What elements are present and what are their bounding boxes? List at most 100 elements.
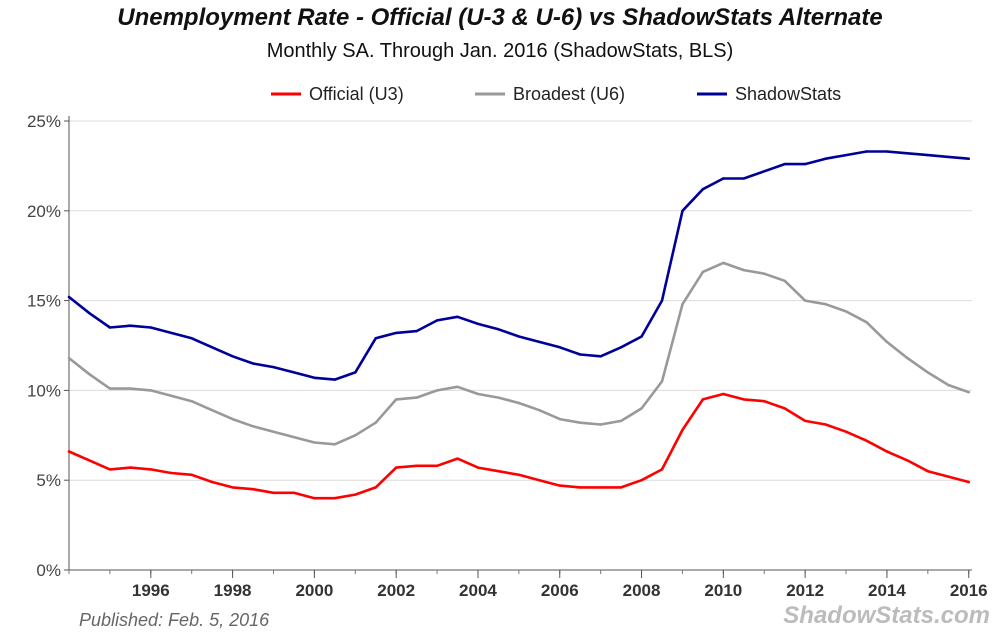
y-tick-label: 5% [36,471,61,490]
data-point [558,417,561,421]
data-point [619,486,623,489]
data-point [456,315,459,318]
series-lines [67,150,970,500]
data-point [701,398,705,401]
data-point [579,421,582,424]
data-point [108,468,112,471]
data-point [210,480,214,484]
data-point [456,385,459,388]
x-tick-label: 2010 [704,581,742,600]
data-point [456,457,459,460]
data-point [865,321,868,324]
data-point [763,400,766,403]
data-point [88,373,91,376]
data-point [67,295,71,299]
x-tick-label: 2006 [541,581,579,600]
data-point [210,346,214,349]
data-point [681,428,684,432]
data-point [803,299,807,302]
x-tick-label: 1996 [132,581,170,600]
data-point [640,479,643,482]
data-point [906,152,909,155]
data-point [395,398,398,401]
data-point [292,491,296,494]
data-point [844,310,848,313]
x-tick-label: 2016 [950,581,988,600]
x-tick-label: 2002 [377,581,415,600]
data-point [251,362,255,365]
published-date: Published: Feb. 5, 2016 [79,610,270,630]
data-point [599,355,602,358]
data-point [722,261,725,265]
data-point [231,417,234,421]
data-point [67,356,71,360]
data-point [313,441,316,444]
data-point [538,409,541,412]
y-tick-label: 25% [27,112,61,131]
data-point [497,396,500,399]
data-point [701,188,705,191]
data-point [251,488,255,491]
legend-label: Official (U3) [309,84,404,104]
data-point [129,466,132,469]
data-point [660,299,664,302]
data-point [579,353,582,356]
data-point [742,268,745,272]
data-point [824,423,827,426]
data-point [251,425,255,428]
data-point [395,331,398,335]
data-point [88,312,91,315]
data-point [190,337,193,340]
data-point [517,401,521,405]
series-line-shadowstats [67,150,970,381]
data-point [660,468,664,471]
data-point [497,328,500,331]
data-point [619,419,623,423]
data-point [926,153,929,157]
data-point [558,346,561,349]
data-point [803,419,807,423]
data-point [722,177,725,180]
data-point [947,155,950,159]
chart-subtitle: Monthly SA. Through Jan. 2016 (ShadowSta… [266,40,734,62]
data-point [599,486,602,489]
data-point [967,391,970,394]
data-point [190,400,193,403]
grid-lines [69,120,972,481]
data-point [742,177,745,180]
data-point [517,473,521,476]
data-point [333,497,336,500]
x-tick-label: 2004 [459,581,497,600]
series-line-broadest-u6 [67,261,970,446]
data-point [640,335,643,338]
data-point [231,355,234,358]
data-point [844,430,848,433]
x-tick-label: 2012 [786,581,824,600]
data-point [763,170,766,173]
data-point [497,470,500,473]
legend-label: Broadest (U6) [513,84,625,104]
data-point [313,376,316,379]
data-point [272,491,275,494]
data-point [292,435,296,439]
x-axis: 1996 1998 2000 2002 2004 2006 2008 2010 2012 2014… [68,569,988,600]
data-point [395,466,398,469]
data-point [476,392,480,396]
chart-title: Unemployment Rate - Official (U-3 & U-6)… [117,4,883,31]
legend-label: ShadowStats [735,84,841,104]
y-tick-label: 0% [36,561,61,580]
x-tick-label: 2008 [623,581,661,600]
data-point [149,326,152,329]
data-point [272,430,275,433]
data-point [722,392,725,396]
data-point [170,331,173,335]
data-point [292,371,296,374]
data-point [435,389,439,392]
data-point [660,380,664,383]
data-point [906,459,909,462]
data-point [803,162,807,166]
data-point [967,157,970,160]
data-point [701,270,705,274]
data-point [415,464,418,467]
